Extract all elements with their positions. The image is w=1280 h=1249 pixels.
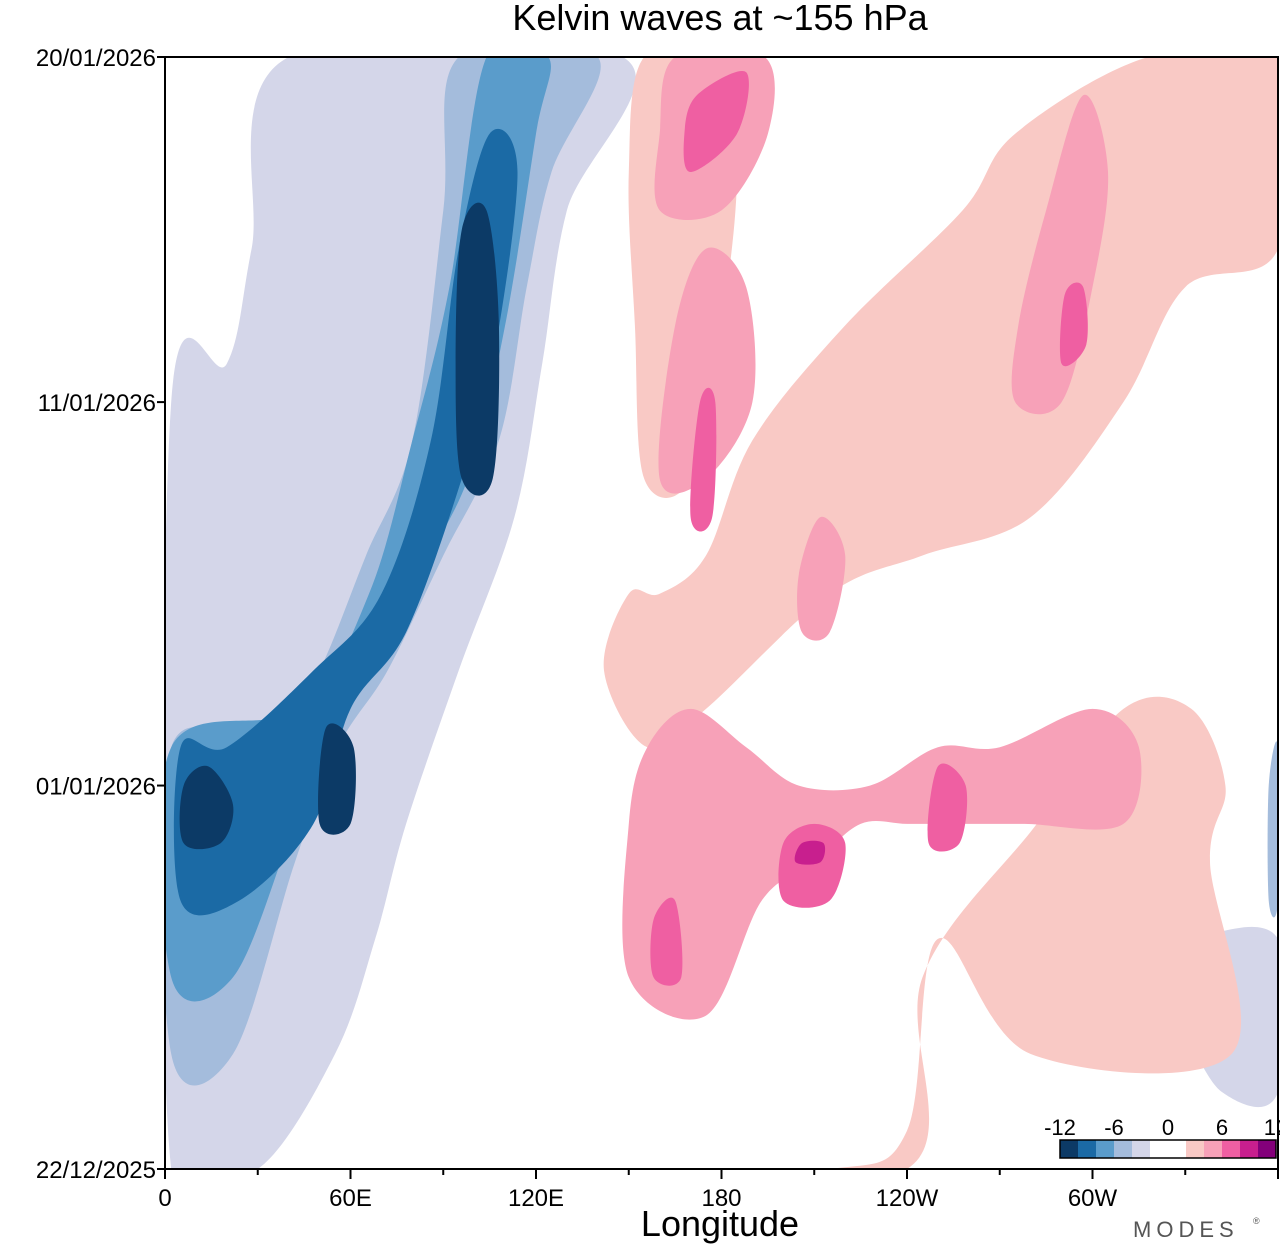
x-tick-label: 120E	[508, 1185, 564, 1212]
negative-anomaly-region-6	[1267, 741, 1278, 918]
x-tick-label: 60E	[329, 1185, 372, 1212]
colorbar-frame	[1059, 1139, 1277, 1159]
colorbar-swatch	[1186, 1140, 1205, 1158]
colorbar-swatch	[1060, 1140, 1079, 1158]
positive-anomaly-region-8	[658, 247, 756, 494]
contour-layer	[165, 57, 1278, 1169]
positive-anomaly-region-10	[1011, 94, 1109, 415]
positive-anomaly-region-16	[683, 71, 749, 172]
colorbar-tick-label: -6	[1104, 1115, 1124, 1140]
negative-anomaly-region-21	[179, 765, 234, 850]
colorbar-swatch	[1240, 1140, 1259, 1158]
plot-frame	[164, 56, 1279, 1170]
colorbar-tick-label: -12	[1044, 1115, 1076, 1140]
colorbar-swatch	[1078, 1140, 1097, 1158]
positive-anomaly-region-18	[1059, 282, 1088, 367]
colorbar-tick-label: 12	[1264, 1115, 1280, 1140]
x-axis-label: Longitude	[641, 1203, 799, 1244]
positive-anomaly-region-11	[797, 516, 846, 641]
colorbar-swatch	[1204, 1140, 1223, 1158]
colorbar-legend: -12 -6 0 6 12	[1044, 1110, 1280, 1165]
colorbar-swatch	[1150, 1140, 1169, 1158]
registered-mark-icon: ®	[1253, 1216, 1260, 1226]
chart-title: Kelvin waves at ~155 hPa	[512, 0, 928, 38]
colorbar-swatch	[1096, 1140, 1115, 1158]
x-tick-label: 60W	[1068, 1185, 1118, 1212]
positive-anomaly-region-7	[622, 708, 1142, 1020]
x-tick-label: 120W	[876, 1185, 939, 1212]
colorbar-tick-label: 0	[1162, 1115, 1174, 1140]
positive-anomaly-region-20	[794, 840, 826, 865]
colorbar-swatch	[1222, 1140, 1241, 1158]
negative-anomaly-region-23	[455, 202, 500, 496]
y-tick-label: 20/01/2026	[36, 45, 156, 72]
positive-anomaly-region-13	[778, 823, 846, 908]
colorbar-swatch	[1168, 1140, 1187, 1158]
colorbar-swatch	[1132, 1140, 1151, 1158]
y-tick-label: 01/01/2026	[36, 774, 156, 801]
y-axis: 22/12/2025 01/01/2026 11/01/2026 20/01/2026	[36, 45, 165, 1184]
colorbar-swatch	[1114, 1140, 1133, 1158]
x-tick-label: 180	[701, 1185, 741, 1212]
negative-anomaly-region-22	[318, 723, 356, 835]
colorbar-tick-label: 6	[1216, 1115, 1228, 1140]
positive-anomaly-region-15	[650, 897, 683, 986]
colorbar-swatch	[1258, 1140, 1277, 1158]
y-tick-label: 11/01/2026	[38, 390, 156, 417]
modes-logo: MODES	[1133, 1217, 1239, 1242]
x-tick-label: 0	[158, 1185, 171, 1212]
x-axis: 0 60E 120E 180 120W 60W	[158, 1169, 1279, 1212]
y-tick-label: 22/12/2025	[36, 1157, 156, 1184]
positive-anomaly-region-17	[690, 387, 717, 532]
positive-anomaly-region-14	[927, 763, 968, 852]
positive-anomaly-region-3	[603, 57, 1278, 749]
